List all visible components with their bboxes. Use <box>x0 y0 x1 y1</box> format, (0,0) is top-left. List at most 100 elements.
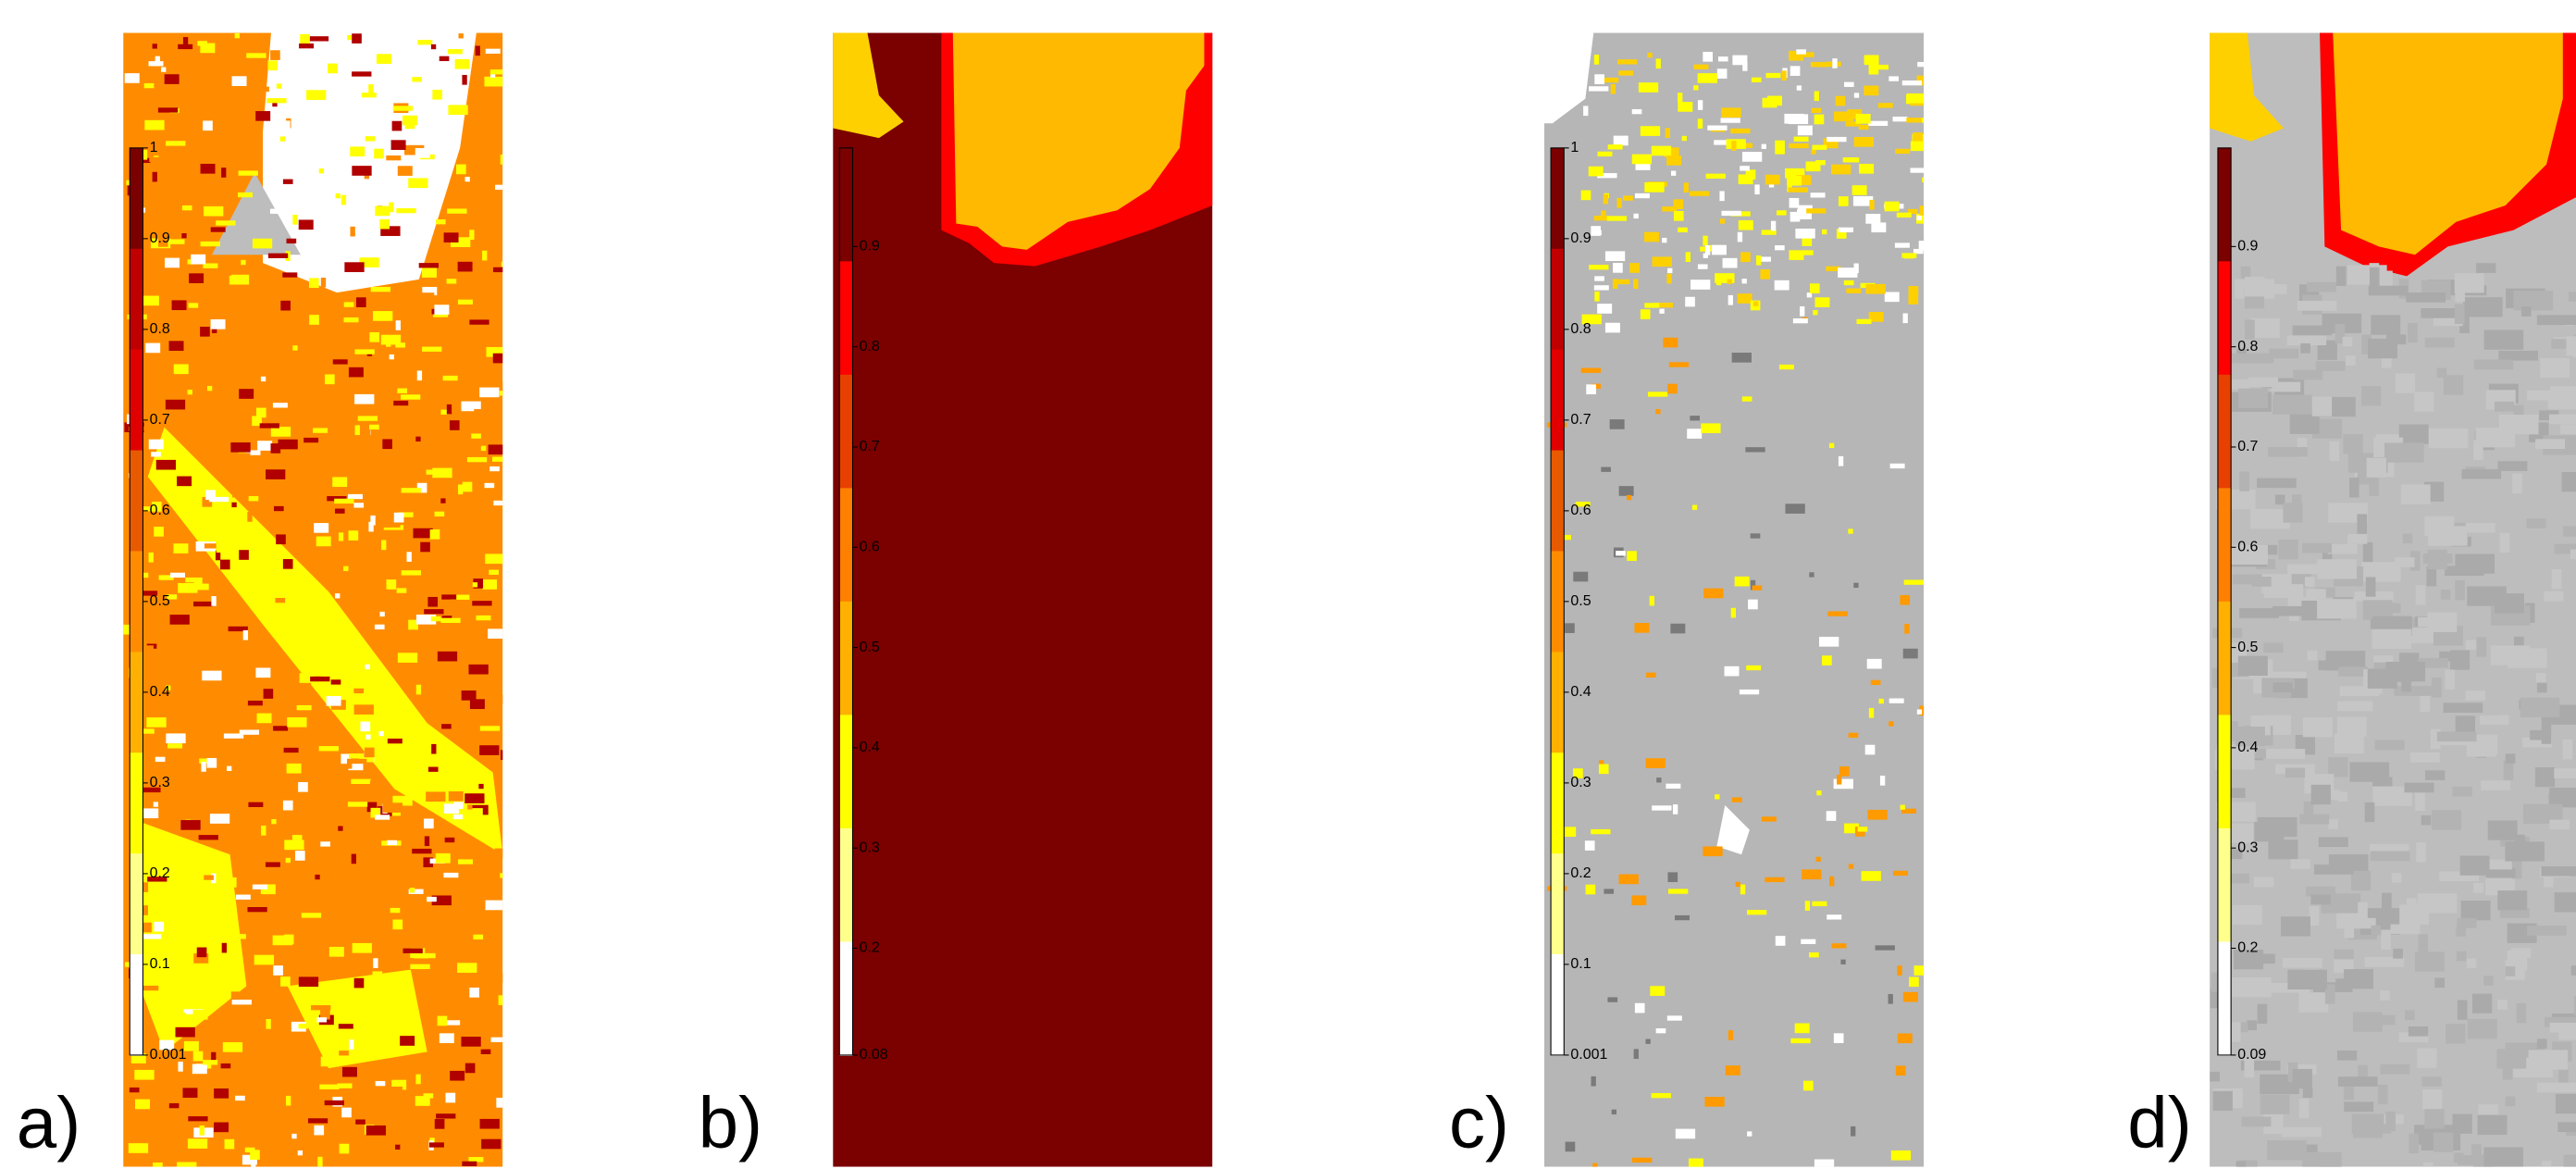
raster-pixel <box>2550 1023 2576 1033</box>
raster-pixel <box>2511 948 2531 958</box>
colorbar-segment <box>1551 148 1564 250</box>
raster-pixel <box>1920 205 1925 216</box>
raster-pixel <box>424 818 434 828</box>
raster-pixel <box>173 543 188 553</box>
raster-pixel <box>2480 715 2509 725</box>
raster-pixel <box>309 278 319 288</box>
raster-pixel <box>2316 361 2346 371</box>
raster-pixel <box>207 758 217 768</box>
raster-pixel <box>395 1145 400 1150</box>
raster-pixel <box>1889 994 1893 1004</box>
raster-pixel <box>368 84 373 94</box>
raster-pixel <box>174 364 189 374</box>
raster-pixel <box>1837 775 1841 785</box>
raster-pixel <box>372 971 382 976</box>
raster-pixel <box>169 341 184 351</box>
raster-pixel <box>445 838 455 842</box>
raster-pixel <box>2233 905 2262 925</box>
raster-pixel <box>2521 306 2532 317</box>
raster-pixel <box>339 1024 353 1028</box>
raster-pixel <box>1902 81 1922 85</box>
raster-pixel <box>2382 358 2392 368</box>
raster-pixel <box>440 498 445 503</box>
raster-pixel <box>1809 952 1819 957</box>
raster-pixel <box>410 964 429 969</box>
raster-pixel <box>381 541 386 551</box>
raster-pixel <box>1815 160 1826 165</box>
raster-pixel <box>347 35 352 40</box>
raster-pixel <box>254 1034 264 1038</box>
raster-pixel <box>428 767 439 772</box>
raster-pixel <box>2484 330 2524 349</box>
raster-pixel <box>458 262 473 272</box>
raster-pixel <box>305 499 316 504</box>
raster-pixel <box>1765 175 1780 185</box>
raster-pixel <box>325 374 335 384</box>
raster-pixel <box>2268 447 2308 457</box>
raster-pixel <box>438 652 457 662</box>
raster-pixel <box>1678 93 1682 103</box>
raster-pixel <box>2425 770 2445 780</box>
raster-pixel <box>176 1027 195 1038</box>
raster-pixel <box>155 1084 169 1094</box>
raster-pixel <box>287 764 302 774</box>
raster-pixel <box>1740 252 1751 262</box>
raster-pixel <box>1647 53 1652 57</box>
raster-pixel <box>396 208 415 213</box>
raster-pixel <box>386 155 401 160</box>
raster-pixel <box>435 512 445 516</box>
raster-pixel <box>386 337 390 347</box>
raster-pixel <box>1856 114 1871 124</box>
raster-pixel <box>1754 184 1759 194</box>
raster-pixel <box>1581 191 1591 201</box>
raster-pixel <box>471 940 490 945</box>
raster-pixel <box>458 300 473 305</box>
raster-pixel <box>2239 472 2249 491</box>
raster-pixel <box>314 523 328 533</box>
raster-pixel <box>2257 479 2297 489</box>
raster-pixel <box>298 1150 303 1155</box>
raster-pixel <box>306 90 326 100</box>
raster-pixel <box>328 64 338 74</box>
raster-pixel <box>1846 289 1861 293</box>
raster-pixel <box>352 166 371 176</box>
raster-pixel <box>315 875 319 879</box>
raster-pixel <box>2520 698 2560 717</box>
raster-pixel <box>1812 108 1822 113</box>
raster-pixel <box>1911 141 1926 151</box>
raster-pixel <box>266 862 280 866</box>
raster-pixel <box>1831 943 1846 948</box>
raster-pixel <box>1775 280 1790 291</box>
raster-pixel <box>1785 504 1804 514</box>
colorbar-segment <box>1551 954 1564 1056</box>
raster-pixel <box>1732 797 1742 802</box>
raster-pixel <box>1690 280 1710 290</box>
raster-pixel <box>1827 914 1841 919</box>
colorbar-segment <box>839 148 852 262</box>
raster-pixel <box>2365 957 2405 967</box>
raster-pixel <box>2444 375 2463 394</box>
raster-pixel <box>1869 708 1874 718</box>
raster-pixel <box>1583 106 1588 116</box>
raster-pixel <box>153 1163 163 1167</box>
raster-pixel <box>1698 100 1703 110</box>
raster-pixel <box>2434 1132 2453 1151</box>
raster-pixel <box>415 437 420 441</box>
raster-pixel <box>1901 253 1916 257</box>
raster-pixel <box>1629 263 1640 273</box>
raster-pixel <box>2299 1099 2310 1118</box>
raster-pixel <box>2328 544 2358 554</box>
raster-pixel <box>476 479 486 484</box>
raster-pixel <box>2337 702 2357 712</box>
raster-pixel <box>229 275 249 285</box>
raster-pixel <box>1843 157 1858 162</box>
raster-pixel <box>1613 279 1617 289</box>
raster-pixel <box>201 290 205 294</box>
colorbar-label: 0.4 <box>150 684 170 700</box>
raster-pixel <box>191 255 205 265</box>
raster-pixel <box>142 934 161 939</box>
raster-pixel <box>2283 503 2302 522</box>
raster-pixel <box>181 233 186 238</box>
raster-pixel <box>2282 1127 2322 1138</box>
colorbar-segment <box>2218 715 2231 828</box>
